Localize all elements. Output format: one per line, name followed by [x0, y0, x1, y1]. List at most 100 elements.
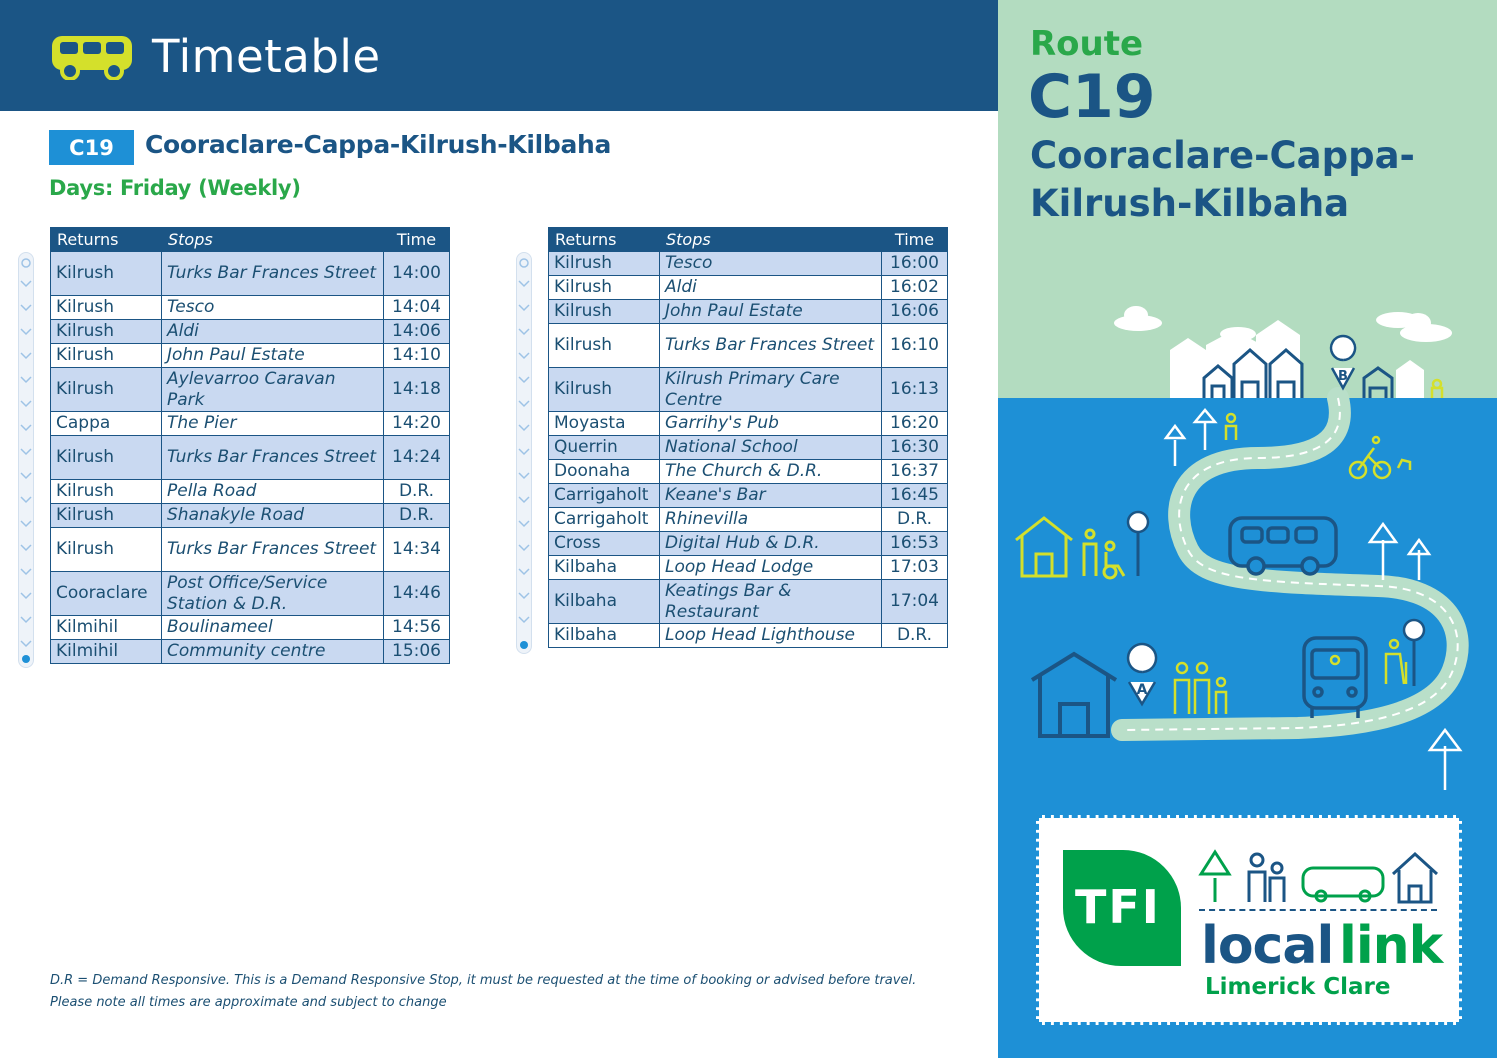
town-cell: Kilrush [50, 251, 162, 296]
town-skyline [1170, 320, 1424, 398]
time-cell: 16:10 [881, 323, 948, 368]
stop-cell: Turks Bar Frances Street [161, 527, 384, 572]
marker-a-label: A [1137, 682, 1148, 698]
time-cell: 14:00 [383, 251, 450, 296]
table-row: Kilrush Aldi 14:06 [50, 319, 450, 344]
tree-icon [1163, 408, 1463, 790]
time-cell: 16:02 [881, 275, 948, 300]
table-row: Kilmihil Boulinameel 14:56 [50, 615, 450, 640]
stop-cell: Aylevarroo Caravan Park [161, 367, 384, 412]
town-cell: Kilbaha [548, 623, 660, 648]
table-row: Carrigaholt Keane's Bar 16:45 [548, 483, 948, 508]
stop-cell: Rhinevilla [659, 507, 882, 532]
bus-icon [52, 36, 132, 80]
timetable-table-1: Returns Stops Time Kilrush Turks Bar Fra… [50, 227, 450, 664]
table-row: Carrigaholt Rhinevilla D.R. [548, 507, 948, 532]
house-icon [1391, 851, 1439, 904]
town-cell: Kilrush [50, 527, 162, 572]
stop-cell: Community centre [161, 639, 384, 664]
time-cell: 16:06 [881, 299, 948, 324]
stop-cell: Turks Bar Frances Street [659, 323, 882, 368]
town-cell: Kilrush [548, 299, 660, 324]
town-cell: Kilbaha [548, 579, 660, 624]
town-cell: Kilrush [50, 435, 162, 480]
stop-cell: The Church & D.R. [659, 459, 882, 484]
stop-cell: Aldi [161, 319, 384, 344]
bus-side-icon [1228, 516, 1338, 576]
map-marker-a-icon: A [1126, 642, 1158, 707]
town-cell: Kilrush [50, 367, 162, 412]
town-cell: Querrin [548, 435, 660, 460]
time-cell: D.R. [881, 507, 948, 532]
stop-cell: John Paul Estate [161, 343, 384, 368]
page-title: Timetable [152, 30, 381, 83]
table-row: Cappa The Pier 14:20 [50, 411, 450, 436]
town-cell: Kilmihil [50, 639, 162, 664]
logo-local-text: local [1201, 916, 1334, 976]
town-cell: Kilmihil [50, 615, 162, 640]
tree-icon [1198, 849, 1232, 902]
table-row: Kilrush John Paul Estate 16:06 [548, 299, 948, 324]
time-cell: D.R. [383, 503, 450, 528]
table-row: Kilrush Turks Bar Frances Street 14:24 [50, 435, 450, 480]
stop-cell: Boulinameel [161, 615, 384, 640]
table-row: Kilrush Turks Bar Frances Street 14:34 [50, 527, 450, 572]
table-header-row: Returns Stops Time [548, 227, 948, 252]
town-cell: Kilbaha [548, 555, 660, 580]
logo-link-text: link [1339, 916, 1443, 976]
tfi-logo-shape [1063, 850, 1181, 966]
table-row: Kilrush Aldi 16:02 [548, 275, 948, 300]
time-cell: 16:37 [881, 459, 948, 484]
table-row: Kilrush Tesco 16:00 [548, 251, 948, 276]
stop-cell: Post Office/Service Station & D.R. [161, 571, 384, 616]
time-cell: 14:24 [383, 435, 450, 480]
time-cell: 16:13 [881, 367, 948, 412]
table-row: Kilbaha Keatings Bar & Restaurant 17:04 [548, 579, 948, 624]
service-days: Days: Friday (Weekly) [49, 176, 301, 200]
people-icon [1247, 852, 1286, 902]
time-cell: 16:20 [881, 411, 948, 436]
stop-cell: Keane's Bar [659, 483, 882, 508]
table-row: Kilmihil Community centre 15:06 [50, 639, 450, 664]
time-cell: 14:10 [383, 343, 450, 368]
home-icon [1030, 651, 1118, 738]
time-cell: 14:46 [383, 571, 450, 616]
column-header-returns: Returns [50, 227, 162, 252]
cyclist-icon [1348, 435, 1412, 480]
stop-cell: Garrihy's Pub [659, 411, 882, 436]
stop-cell: Turks Bar Frances Street [161, 435, 384, 480]
town-cell: Kilrush [50, 343, 162, 368]
time-cell: 14:06 [383, 319, 450, 344]
table-row: Kilrush Turks Bar Frances Street 14:00 [50, 251, 450, 296]
town-cell: Kilrush [548, 323, 660, 368]
approximate-times-note: Please note all times are approximate an… [50, 995, 447, 1010]
stop-cell: Turks Bar Frances Street [161, 251, 384, 296]
table-row: Kilrush Pella Road D.R. [50, 479, 450, 504]
tfi-logo-text: TFI [1075, 880, 1161, 934]
table-row: Kilbaha Loop Head Lighthouse D.R. [548, 623, 948, 648]
column-header-time: Time [881, 227, 948, 252]
table-row: Querrin National School 16:30 [548, 435, 948, 460]
timeline-chevrons [20, 258, 32, 663]
town-cell: Cross [548, 531, 660, 556]
table-row: Kilbaha Loop Head Lodge 17:03 [548, 555, 948, 580]
town-cell: Kilrush [548, 367, 660, 412]
road-path [1111, 387, 1469, 741]
stop-cell: Kilrush Primary Care Centre [659, 367, 882, 412]
marker-b-label: B [1338, 369, 1348, 384]
route-name: Cooraclare-Cappa-Kilrush-Kilbaha [145, 130, 612, 159]
demand-responsive-note: D.R = Demand Responsive. This is a Deman… [50, 973, 917, 988]
bus-icon [1301, 866, 1385, 903]
stop-cell: Loop Head Lighthouse [659, 623, 882, 648]
timeline-chevrons [518, 258, 530, 649]
stop-cell: Digital Hub & D.R. [659, 531, 882, 556]
route-illustration: B [1015, 306, 1469, 790]
timeline-rail-right [516, 252, 532, 654]
town-cell: Carrigaholt [548, 483, 660, 508]
table-row: Kilrush John Paul Estate 14:10 [50, 343, 450, 368]
column-header-returns: Returns [548, 227, 660, 252]
logo-divider [1199, 909, 1437, 911]
elderly-person-icon [1384, 638, 1408, 685]
town-cell: Doonaha [548, 459, 660, 484]
time-cell: 16:30 [881, 435, 948, 460]
